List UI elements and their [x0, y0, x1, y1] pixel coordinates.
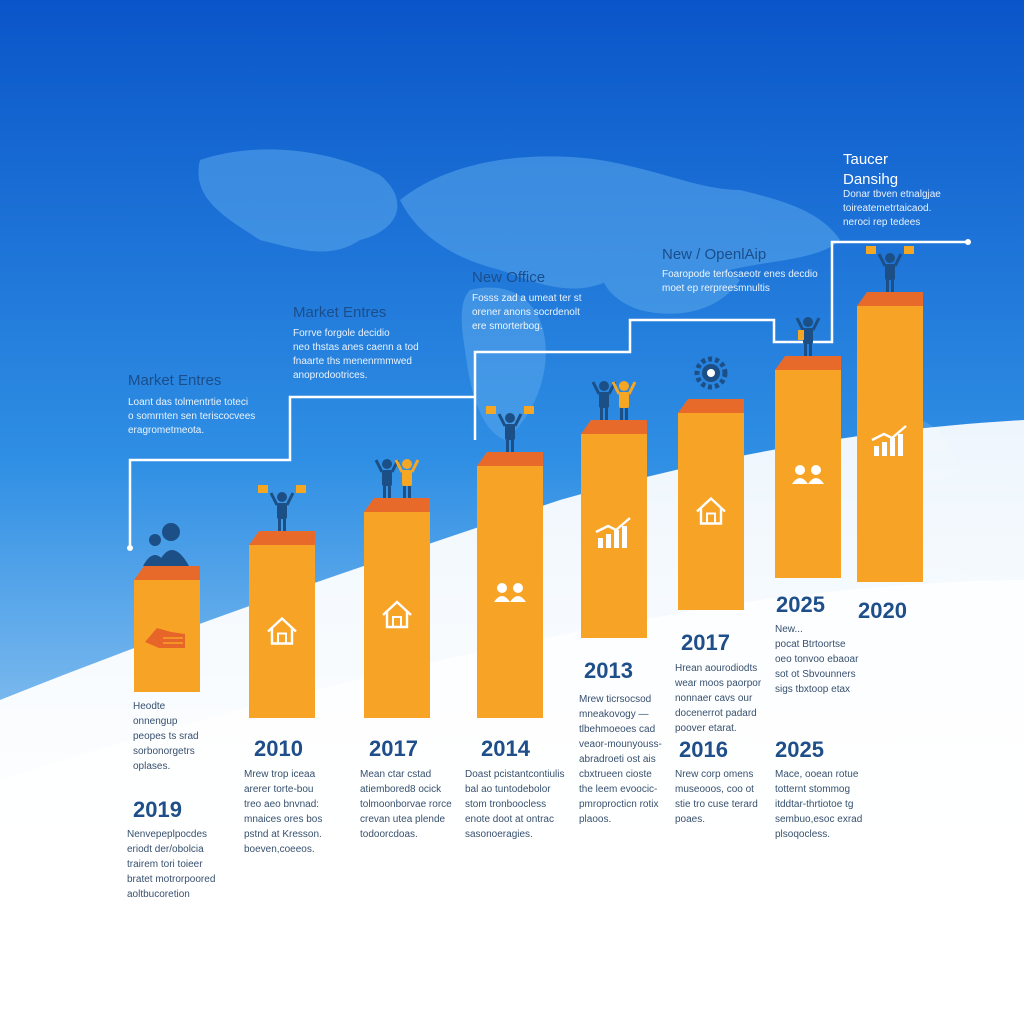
year-desc-1: Nenvepeplpocdes eriodt der/obolcia trair… [127, 829, 216, 900]
year-desc-4: Doast pcistantcontiulis bal ao tuntodebo… [465, 769, 565, 840]
year-desc-2: Mrew trop iceaa arerer torte-bou treo ae… [244, 769, 323, 855]
person-flag-figure [258, 485, 306, 531]
pillar-3 [364, 459, 430, 718]
connector-dot [127, 545, 133, 551]
connector-line [128, 240, 968, 548]
year-label-6b: 2016 [679, 737, 728, 762]
callout-text-4: Foaropode terfosaeotr enes decdio moet e… [662, 269, 818, 294]
year-label-8: 2020 [858, 598, 907, 623]
pillar-7 [775, 317, 841, 578]
person-flag-figure [866, 246, 914, 292]
pillar-5 [581, 381, 647, 638]
ground-highlight [0, 580, 1024, 1024]
house-icon [696, 496, 726, 525]
year-desc-7: Mace, ooean rotue totternt stommog itddt… [775, 769, 863, 840]
year-desc-3: Mean ctar cstad atiembored8 ocick tolmoo… [360, 769, 452, 840]
connector-dot [965, 239, 971, 245]
callout-title-4: New / OpenlAip [662, 246, 767, 263]
year-label-7: 2025 [776, 592, 825, 617]
year-desc-5: Mrew ticrsocsod mneakovogy — tlbehmoeoes… [579, 694, 662, 825]
callout-text-3: Fosss zad a umeat ter st orener anons so… [472, 293, 582, 332]
year-label-6: 2017 [681, 630, 730, 655]
callout-text-1: Loant das tolmentrtie toteci o somrnten … [128, 397, 256, 436]
gear-figure [694, 356, 728, 390]
growth-chart-icon [871, 425, 907, 456]
callout-text-2: Forrve forgole decidio neo thstas anes c… [293, 328, 419, 381]
two-people-figure [374, 459, 420, 498]
callout-title-5: Taucer Dansihg [843, 151, 899, 188]
people-icon [792, 465, 824, 484]
callout-title-1: Market Entres [128, 372, 222, 389]
two-people-figure [591, 381, 637, 420]
year-label-4: 2014 [481, 736, 530, 761]
pillar-2 [249, 485, 315, 718]
pillar-8 [857, 246, 923, 582]
pillar-6 [678, 356, 744, 610]
pillar-label-text-1: Heodte onnengup peopes ts srad sorbonorg… [133, 701, 199, 772]
person-arms-figure [795, 317, 821, 356]
people-icon [494, 583, 526, 602]
year-desc-6-top: Hrean aourodiodts wear moos paorpor nonn… [675, 663, 762, 734]
growth-chart-icon [595, 517, 631, 548]
group-figure [143, 523, 189, 566]
house-icon [382, 600, 412, 629]
year-label-7b: 2025 [775, 737, 824, 762]
year-desc-7-top: New... pocat Btrtoortse oeo tonvoo ebaoa… [775, 624, 859, 695]
year-label-3: 2017 [369, 736, 418, 761]
callout-title-2: Market Entres [293, 304, 387, 321]
pillar-1 [134, 523, 200, 692]
person-flag-figure [486, 406, 534, 452]
year-label-1: 2019 [133, 797, 182, 822]
house-icon [267, 616, 297, 645]
pillar-4 [477, 406, 543, 718]
handshake-icon [145, 628, 185, 648]
callout-text-5: Donar tbven etnalgjae toireatemetrtaicao… [843, 189, 941, 228]
year-label-5: 2013 [584, 658, 633, 683]
callout-title-3: New Office [472, 269, 546, 286]
year-label-2: 2010 [254, 736, 303, 761]
year-desc-6: Nrew corp omens museooos, coo ot stie tr… [675, 769, 758, 825]
